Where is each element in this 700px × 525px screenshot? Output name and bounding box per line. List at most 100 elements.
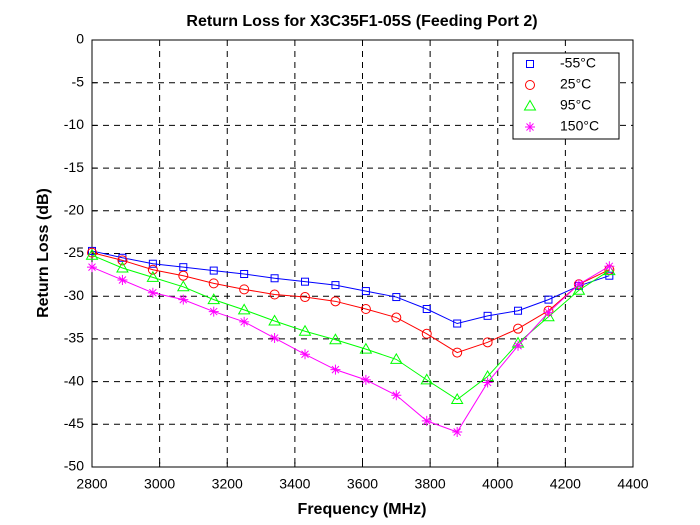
marker xyxy=(452,347,463,358)
x-tick-label: 4400 xyxy=(617,476,648,492)
y-tick-label: -50 xyxy=(64,458,84,474)
marker xyxy=(300,292,311,303)
marker xyxy=(391,390,402,401)
marker xyxy=(544,295,553,304)
marker xyxy=(208,278,219,289)
marker xyxy=(239,284,250,295)
marker xyxy=(513,323,524,334)
y-axis-label: Return Loss (dB) xyxy=(35,188,52,318)
marker xyxy=(453,319,462,328)
marker xyxy=(330,296,341,307)
marker xyxy=(421,415,432,426)
marker xyxy=(330,364,341,375)
marker xyxy=(360,374,371,385)
marker xyxy=(483,311,492,320)
plot-frame xyxy=(91,39,634,468)
marker xyxy=(331,281,340,290)
x-tick-label: 3400 xyxy=(279,476,310,492)
marker xyxy=(268,314,281,326)
series-line xyxy=(91,252,610,354)
y-tick-label: -35 xyxy=(64,330,84,346)
marker xyxy=(513,340,524,351)
marker xyxy=(209,266,218,275)
x-axis-label: Frequency (MHz) xyxy=(298,501,427,518)
marker xyxy=(421,328,432,339)
marker xyxy=(360,304,371,315)
marker xyxy=(147,264,158,275)
y-tick-label: -30 xyxy=(64,287,84,303)
marker xyxy=(301,277,310,286)
marker xyxy=(602,264,616,276)
marker xyxy=(179,263,188,272)
y-tick-label: -20 xyxy=(64,202,84,218)
marker xyxy=(87,247,97,258)
marker xyxy=(391,312,402,323)
marker xyxy=(146,270,160,282)
marker xyxy=(208,306,219,317)
x-tick-label: 3800 xyxy=(415,476,446,492)
marker xyxy=(237,303,251,315)
y-tick-label: -45 xyxy=(64,415,84,431)
marker xyxy=(604,261,615,272)
marker xyxy=(117,274,128,285)
x-tick-label: 3600 xyxy=(347,476,378,492)
marker xyxy=(116,261,129,273)
y-tick-label: -5 xyxy=(72,73,85,89)
marker xyxy=(239,316,250,327)
marker xyxy=(420,373,434,385)
y-tick-label: -10 xyxy=(64,116,84,132)
marker xyxy=(482,337,493,348)
series-line xyxy=(91,254,610,401)
marker xyxy=(178,294,189,305)
marker xyxy=(572,283,586,295)
marker xyxy=(298,324,312,336)
x-tick-label: 3000 xyxy=(144,476,175,492)
marker xyxy=(573,279,584,290)
marker xyxy=(178,270,189,281)
marker xyxy=(147,287,158,298)
marker xyxy=(392,293,401,302)
x-tick-label: 4200 xyxy=(550,476,581,492)
marker xyxy=(87,262,97,273)
legend-label: 150°C xyxy=(560,118,599,134)
legend-label: 25°C xyxy=(560,76,591,92)
marker xyxy=(389,352,403,364)
marker xyxy=(148,259,157,268)
x-tick-label: 4000 xyxy=(482,476,513,492)
marker xyxy=(452,426,463,437)
marker xyxy=(543,307,554,318)
y-tick-label: -40 xyxy=(64,372,84,388)
marker xyxy=(361,287,370,296)
x-tick-label: 2800 xyxy=(76,476,107,492)
marker xyxy=(605,271,614,280)
legend-label: 95°C xyxy=(560,97,591,113)
legend-marker xyxy=(523,99,537,111)
marker xyxy=(240,269,249,278)
series-line xyxy=(91,265,610,433)
y-tick-label: -25 xyxy=(64,244,84,260)
marker xyxy=(269,333,280,344)
y-tick-label: 0 xyxy=(76,31,84,47)
y-tick-label: -15 xyxy=(64,159,84,175)
legend-label: -55°C xyxy=(560,55,596,71)
x-tick-label: 3200 xyxy=(212,476,243,492)
marker xyxy=(88,246,96,255)
marker xyxy=(176,280,190,292)
marker xyxy=(450,393,464,405)
legend-marker xyxy=(526,60,534,68)
marker xyxy=(117,255,128,266)
marker xyxy=(269,289,280,300)
legend: -55°C 25°C 95°C 150°C xyxy=(512,52,620,140)
marker xyxy=(514,306,523,315)
marker xyxy=(359,342,373,354)
series-line xyxy=(91,250,610,325)
marker xyxy=(422,305,431,314)
marker xyxy=(482,377,493,388)
marker xyxy=(207,293,221,305)
marker xyxy=(270,274,279,283)
marker xyxy=(85,248,99,260)
chart-title: Return Loss for X3C35F1-05S (Feeding Por… xyxy=(186,13,537,30)
legend-marker xyxy=(525,122,535,132)
